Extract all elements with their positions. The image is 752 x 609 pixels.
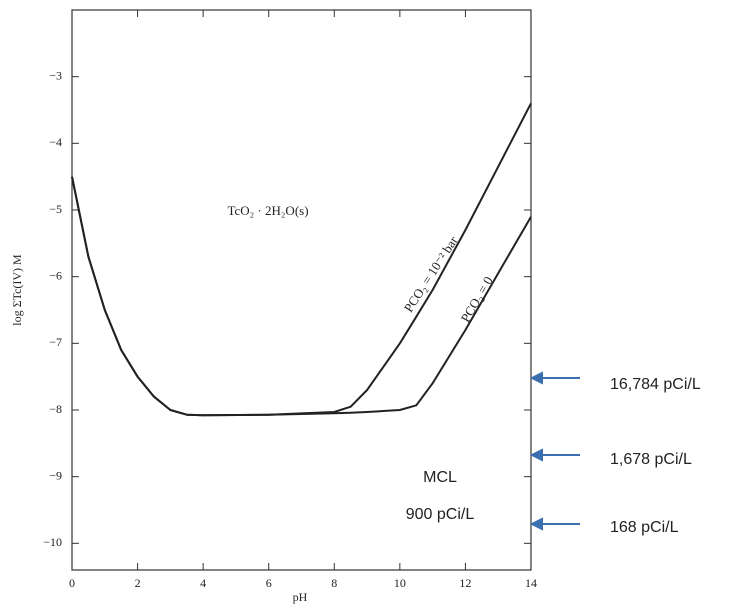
y-tick-label: −8 — [49, 402, 62, 416]
annotation: TcO₂ · 2H₂O(s) — [227, 203, 308, 218]
y-tick-label: −10 — [43, 535, 62, 549]
series-label: PCO₂ = 0 — [458, 274, 496, 325]
y-tick-label: −7 — [49, 335, 62, 349]
x-axis-label: pH — [293, 590, 308, 604]
y-tick-label: −6 — [49, 268, 62, 282]
x-tick-label: 0 — [69, 576, 75, 590]
arrow-head — [529, 517, 543, 531]
x-tick-label: 10 — [394, 576, 406, 590]
y-axis-label: log ΣTc(IV) M — [10, 254, 24, 326]
series-label: PCO₂ = 10⁻² bar — [401, 233, 461, 315]
y-tick-label: −9 — [49, 468, 62, 482]
x-tick-label: 4 — [200, 576, 206, 590]
y-tick-label: −3 — [49, 68, 62, 82]
x-tick-label: 6 — [266, 576, 272, 590]
annotation: 168 pCi/L — [610, 519, 679, 536]
arrow-head — [529, 371, 543, 385]
x-tick-label: 12 — [459, 576, 471, 590]
x-tick-label: 2 — [135, 576, 141, 590]
line — [71, 176, 532, 417]
annotation: 1,678 pCi/L — [610, 451, 692, 468]
y-tick-label: −4 — [49, 135, 62, 149]
y-tick-label: −5 — [49, 202, 62, 216]
annotation: 16,784 pCi/L — [610, 376, 701, 393]
arrow-head — [529, 448, 543, 462]
annotation: MCL — [423, 469, 457, 486]
arrows — [529, 371, 580, 531]
x-tick-label: 8 — [331, 576, 337, 590]
plot-frame — [71, 9, 532, 571]
x-tick-label: 14 — [525, 576, 537, 590]
line — [71, 102, 532, 417]
annotation: 900 pCi/L — [406, 506, 475, 523]
